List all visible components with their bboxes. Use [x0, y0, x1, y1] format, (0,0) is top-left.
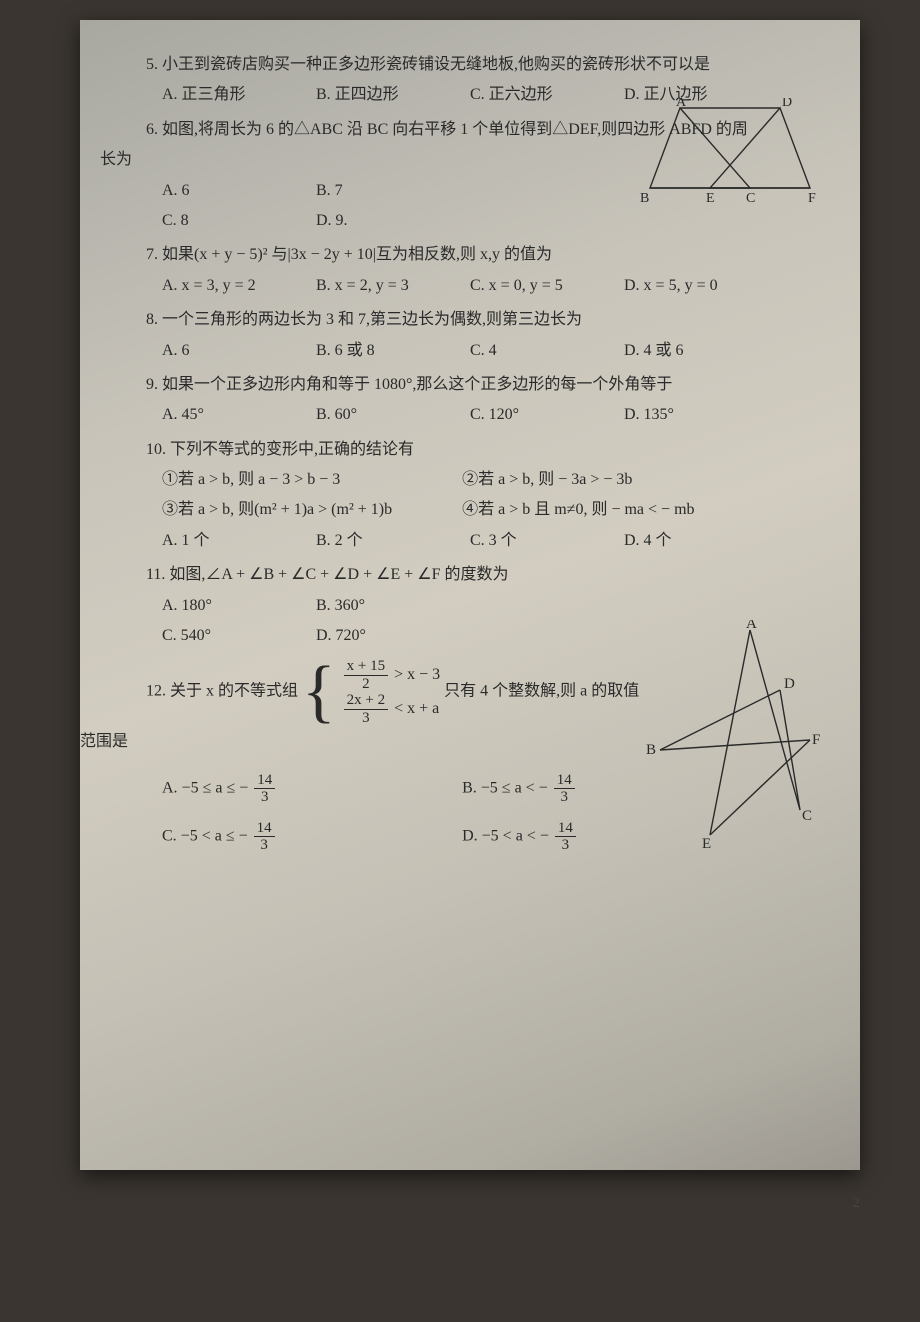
q10-s1: ①若 a > b, 则 a − 3 > b − 3	[162, 465, 458, 495]
q12-d-frac: 14 3	[555, 820, 576, 854]
q7-opt-c: C. x = 0, y = 5	[470, 271, 610, 301]
q12-d-num: 14	[555, 820, 576, 838]
q9-opt-a: A. 45°	[162, 400, 302, 430]
label-c: C	[746, 191, 755, 206]
frac2-den: 3	[344, 710, 388, 727]
q12-post: 只有 4 个整数解,则 a 的取值	[444, 683, 639, 700]
figure-q6: A D B E C F	[640, 98, 830, 208]
q6-opt-c: C. 8	[162, 206, 302, 236]
label-a: A	[746, 620, 757, 632]
q7-stem: 7. 如果(x + y − 5)² 与|3x − 2y + 10|互为相反数,则…	[130, 240, 820, 270]
page-number: 2	[853, 1195, 861, 1212]
q12-a-pre: A. −5 ≤ a ≤ −	[162, 779, 248, 796]
label-e: E	[702, 836, 711, 850]
q12-d-den: 3	[555, 837, 576, 854]
label-a: A	[676, 98, 687, 110]
q10-s4: ④若 a > b 且 m≠0, 则 − ma < − mb	[462, 495, 758, 525]
frac1-den: 2	[344, 676, 388, 693]
sys-row-1: x + 15 2 > x − 3	[342, 666, 441, 683]
q12-pre: 12. 关于 x 的不等式组	[146, 683, 298, 700]
q5-opt-b: B. 正四边形	[316, 80, 456, 110]
label-f: F	[808, 191, 816, 206]
q12-a-num: 14	[254, 772, 275, 790]
q7-opt-a: A. x = 3, y = 2	[162, 271, 302, 301]
q11-opt-c: C. 540°	[162, 621, 302, 651]
q12-c-den: 3	[254, 837, 275, 854]
question-10: 10. 下列不等式的变形中,正确的结论有 ①若 a > b, 则 a − 3 >…	[130, 435, 820, 557]
q8-opt-c: C. 4	[470, 336, 610, 366]
q12-b-frac: 14 3	[554, 772, 575, 806]
q12-b-pre: B. −5 ≤ a < −	[462, 779, 548, 796]
brace-icon: {	[302, 657, 336, 727]
label-d: D	[782, 98, 792, 110]
label-e: E	[706, 191, 715, 206]
q7-opt-b: B. x = 2, y = 3	[316, 271, 456, 301]
q6-opt-a: A. 6	[162, 176, 302, 206]
q12-d-pre: D. −5 < a < −	[462, 827, 549, 844]
q11-opt-b: B. 360°	[316, 591, 456, 621]
q9-opt-c: C. 120°	[470, 400, 610, 430]
q10-stem: 10. 下列不等式的变形中,正确的结论有	[130, 435, 820, 465]
q8-opt-a: A. 6	[162, 336, 302, 366]
q9-stem: 9. 如果一个正多边形内角和等于 1080°,那么这个正多边形的每一个外角等于	[130, 370, 820, 400]
row1-rhs: > x − 3	[394, 666, 440, 683]
q11-opt-d: D. 720°	[316, 621, 456, 651]
q12-opt-a: A. −5 ≤ a ≤ − 14 3	[162, 772, 458, 806]
q12-opt-c: C. −5 < a ≤ − 14 3	[162, 820, 458, 854]
q12-b-den: 3	[554, 789, 575, 806]
label-b: B	[646, 742, 656, 758]
q8-opt-b: B. 6 或 8	[316, 336, 456, 366]
q6-opt-b: B. 7	[316, 176, 456, 206]
q7-opt-d: D. x = 5, y = 0	[624, 271, 764, 301]
q12-c-frac: 14 3	[254, 820, 275, 854]
q10-opt-c: C. 3 个	[470, 526, 610, 556]
q5-opt-c: C. 正六边形	[470, 80, 610, 110]
label-d: D	[784, 676, 795, 692]
q11-opt-a: A. 180°	[162, 591, 302, 621]
q12-b-num: 14	[554, 772, 575, 790]
q11-stem: 11. 如图,∠A + ∠B + ∠C + ∠D + ∠E + ∠F 的度数为	[130, 560, 820, 590]
sys-row-2: 2x + 2 3 < x + a	[342, 700, 440, 717]
q12-a-den: 3	[254, 789, 275, 806]
label-f: F	[812, 732, 820, 748]
inequality-system: x + 15 2 > x − 3 2x + 2 3 < x + a	[342, 658, 441, 726]
q5-opt-a: A. 正三角形	[162, 80, 302, 110]
q12-c-pre: C. −5 < a ≤ −	[162, 827, 248, 844]
q10-opt-d: D. 4 个	[624, 526, 764, 556]
star-angles-diagram: A B C D E F	[640, 620, 820, 850]
q9-opt-d: D. 135°	[624, 400, 764, 430]
q12-c-num: 14	[254, 820, 275, 838]
question-8: 8. 一个三角形的两边长为 3 和 7,第三边长为偶数,则第三边长为 A. 6 …	[130, 305, 820, 366]
q5-stem: 5. 小王到瓷砖店购买一种正多边形瓷砖铺设无缝地板,他购买的瓷砖形状不可以是	[130, 50, 820, 80]
q10-opt-a: A. 1 个	[162, 526, 302, 556]
label-c: C	[802, 808, 812, 824]
triangle-translation-diagram: A D B E C F	[640, 98, 830, 208]
q10-s2: ②若 a > b, 则 − 3a > − 3b	[462, 465, 758, 495]
frac2-num: 2x + 2	[344, 692, 388, 710]
frac-1: x + 15 2	[344, 658, 388, 692]
row2-rhs: < x + a	[394, 700, 439, 717]
exam-page: A D B E C F A B C D E F 5.	[80, 20, 860, 1170]
q12-a-frac: 14 3	[254, 772, 275, 806]
frac-2: 2x + 2 3	[344, 692, 388, 726]
q8-stem: 8. 一个三角形的两边长为 3 和 7,第三边长为偶数,则第三边长为	[130, 305, 820, 335]
q9-opt-b: B. 60°	[316, 400, 456, 430]
question-7: 7. 如果(x + y − 5)² 与|3x − 2y + 10|互为相反数,则…	[130, 240, 820, 301]
q10-s3: ③若 a > b, 则(m² + 1)a > (m² + 1)b	[162, 495, 458, 525]
frac1-num: x + 15	[344, 658, 388, 676]
q6-opt-d: D. 9.	[316, 206, 456, 236]
q10-opt-b: B. 2 个	[316, 526, 456, 556]
label-b: B	[640, 191, 649, 206]
question-9: 9. 如果一个正多边形内角和等于 1080°,那么这个正多边形的每一个外角等于 …	[130, 370, 820, 431]
q8-opt-d: D. 4 或 6	[624, 336, 764, 366]
figure-q11: A B C D E F	[640, 620, 820, 850]
